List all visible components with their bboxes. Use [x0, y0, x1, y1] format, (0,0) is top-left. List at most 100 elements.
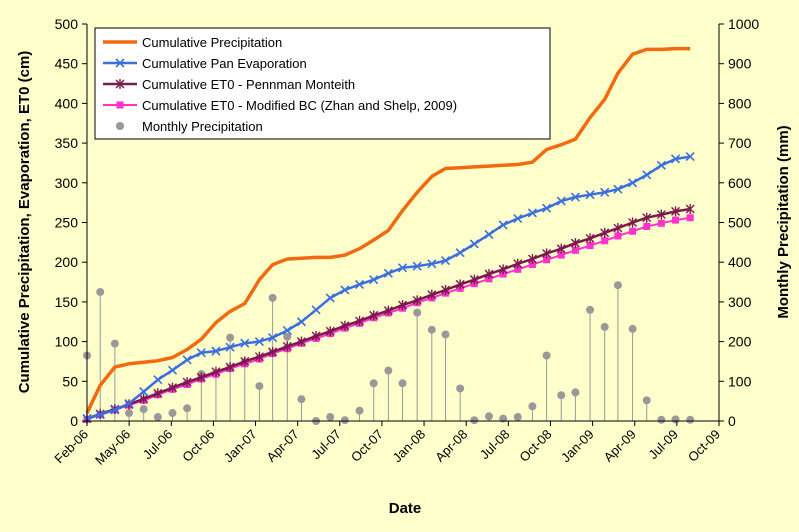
- marker-stroke: [296, 317, 307, 327]
- et0-bc-marker: [629, 227, 637, 235]
- monthly-precipitation-stems: [83, 281, 695, 425]
- et0-pm-marker: [671, 206, 681, 217]
- precip-point: [297, 395, 306, 404]
- marker-stroke: [240, 338, 250, 348]
- marker-stroke: [397, 263, 408, 273]
- marker-stroke: [455, 248, 465, 258]
- et0-bc-marker: [614, 232, 622, 240]
- et0-pm-marker: [211, 366, 221, 377]
- evaporation-marker: [211, 346, 221, 356]
- precip-point: [484, 412, 493, 421]
- precip-point: [456, 384, 465, 393]
- precip-point: [125, 409, 134, 418]
- precip-point: [628, 324, 637, 333]
- et0-pm-marker: [455, 279, 465, 290]
- et0-pm-marker: [196, 372, 206, 383]
- precip-point: [671, 415, 680, 424]
- marker-stroke: [369, 275, 379, 285]
- precip-point: [686, 415, 695, 424]
- y-tick-label: 300: [55, 175, 79, 191]
- marker-stroke: [354, 279, 365, 289]
- precip-point: [139, 405, 148, 414]
- precip-point: [255, 382, 264, 391]
- y2-tick-label: 600: [728, 175, 752, 191]
- y-tick-label: 400: [55, 95, 79, 111]
- et0-pm-marker: [254, 351, 264, 362]
- et0-pm-marker: [628, 217, 638, 228]
- et0-pm-marker: [369, 310, 379, 321]
- evaporation-marker: [570, 192, 580, 202]
- evaporation-marker: [642, 170, 652, 180]
- precip-point: [542, 351, 551, 360]
- evaporation-marker: [600, 187, 610, 197]
- precip-point: [96, 287, 105, 296]
- et0-bc-marker: [672, 216, 680, 224]
- marker-stroke: [110, 405, 120, 415]
- et0-pm-marker: [600, 227, 610, 238]
- evaporation-marker: [115, 58, 125, 68]
- evaporation-marker: [110, 405, 120, 415]
- evaporation-marker: [225, 342, 235, 352]
- et0-pm-marker: [268, 346, 278, 357]
- evaporation-marker: [656, 160, 666, 170]
- evaporation-marker: [383, 268, 393, 278]
- evaporation-marker: [556, 196, 566, 206]
- marker-stroke: [627, 178, 638, 188]
- precip-point: [340, 416, 349, 425]
- precip-point: [586, 305, 595, 314]
- precip-point: [398, 379, 407, 388]
- et0-pm-marker: [570, 238, 580, 249]
- precip-point: [613, 281, 622, 290]
- y-tick-label: 500: [55, 16, 79, 32]
- marker-stroke: [498, 220, 508, 230]
- marker-stroke: [412, 261, 422, 271]
- x-axis-title: Date: [389, 500, 422, 517]
- precip-point: [183, 404, 192, 413]
- marker-stroke: [95, 410, 105, 420]
- marker-stroke: [211, 346, 221, 356]
- precip-point: [369, 379, 378, 388]
- evaporation-marker: [196, 348, 206, 358]
- et0-pm-marker: [513, 258, 523, 269]
- evaporation-marker: [354, 279, 365, 289]
- et0-bc-marker: [601, 237, 609, 245]
- marker-stroke: [527, 208, 537, 218]
- legend: Cumulative Precipitation Cumulative Pan E…: [94, 27, 551, 140]
- marker-stroke: [167, 365, 178, 375]
- marker-stroke: [383, 268, 393, 278]
- et0-pm-marker: [469, 274, 479, 285]
- marker-stroke: [670, 154, 681, 164]
- legend-box: [94, 27, 551, 140]
- et0-pm-marker: [441, 284, 451, 295]
- evaporation-marker: [542, 203, 552, 213]
- precip-point: [657, 415, 666, 424]
- evaporation-marker: [182, 355, 192, 365]
- precip-marker: [116, 122, 124, 130]
- evaporation-marker: [427, 259, 437, 269]
- precip-point: [470, 416, 479, 425]
- marker-stroke: [124, 398, 134, 409]
- evaporation-marker: [167, 365, 178, 375]
- y2-tick-label: 500: [728, 215, 752, 231]
- marker-stroke: [268, 333, 278, 343]
- et0-pm-marker: [115, 79, 125, 89]
- series-line-0: [85, 46, 691, 414]
- marker-stroke: [513, 213, 523, 224]
- precip-point: [528, 402, 537, 411]
- et0-pm-marker: [282, 341, 292, 352]
- et0-pm-marker: [613, 223, 623, 234]
- marker-stroke: [340, 285, 350, 295]
- precip-point: [600, 322, 609, 331]
- legend-label: Cumulative ET0 - Modified BC (Zhan and S…: [142, 98, 457, 113]
- y2-tick-label: 200: [728, 334, 752, 350]
- marker-stroke: [115, 58, 125, 68]
- precip-point: [326, 413, 335, 422]
- precip-point: [642, 396, 651, 405]
- precip-point: [153, 413, 162, 422]
- marker-stroke: [182, 355, 192, 365]
- y-tick-label: 200: [55, 254, 79, 270]
- marker-stroke: [469, 239, 479, 249]
- marker-stroke: [570, 192, 580, 202]
- evaporation-marker: [440, 256, 451, 266]
